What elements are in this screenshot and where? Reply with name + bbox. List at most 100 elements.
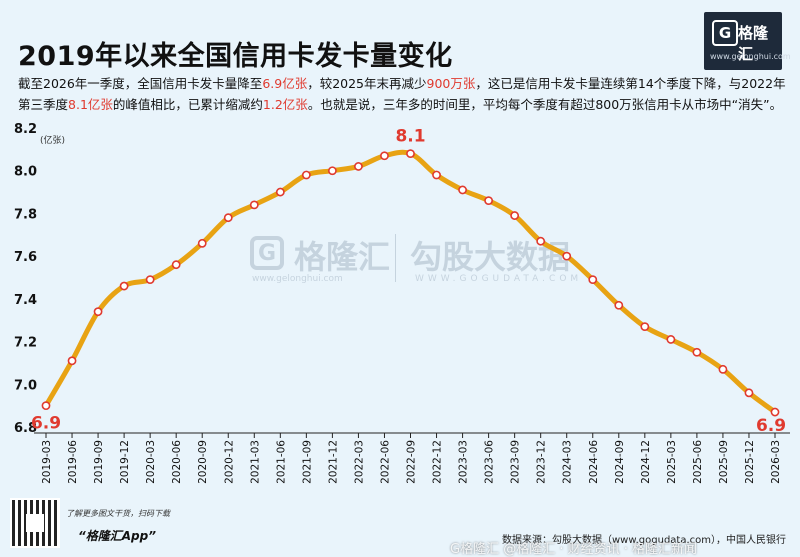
x-tick-label: 2025-03 bbox=[666, 440, 678, 484]
data-point bbox=[562, 251, 572, 261]
x-tick-label: 2021-03 bbox=[249, 440, 261, 484]
y-tick-label: 7.8 bbox=[14, 207, 37, 222]
x-tick-label: 2022-06 bbox=[379, 440, 391, 484]
x-tick-label: 2024-09 bbox=[614, 440, 626, 484]
data-point bbox=[588, 275, 598, 285]
data-point bbox=[770, 407, 780, 417]
x-tick-label: 2019-12 bbox=[119, 440, 131, 484]
x-tick-label: 2023-12 bbox=[536, 440, 548, 484]
desc-text: 截至2026年一季度，全国信用卡发卡量降至 bbox=[18, 76, 263, 91]
annotations: 6.9 8.1 6.9 bbox=[31, 127, 786, 436]
qr-code bbox=[10, 498, 60, 548]
data-point bbox=[171, 260, 181, 270]
desc-highlight: 900万张 bbox=[426, 76, 476, 91]
desc-highlight: 1.2亿张 bbox=[262, 97, 308, 112]
data-point bbox=[41, 401, 51, 411]
series-line bbox=[43, 149, 778, 415]
x-tick-label: 2020-03 bbox=[145, 440, 157, 484]
x-tick-label: 2026-03 bbox=[770, 440, 782, 484]
data-point bbox=[119, 281, 129, 291]
data-point bbox=[718, 364, 728, 374]
series-path bbox=[43, 149, 778, 415]
data-point bbox=[380, 151, 389, 161]
x-tick-label: 2020-06 bbox=[171, 440, 183, 484]
x-axis: 2019-03 2019-06 2019-09 2019-12 2020-03 2020-… bbox=[34, 432, 790, 484]
desc-highlight: 8.1亿张 bbox=[68, 97, 113, 112]
watermark-url-2: WWW.GOGUDATA.COM bbox=[415, 274, 583, 284]
y-tick-label: 7.0 bbox=[14, 378, 37, 393]
data-point bbox=[301, 170, 311, 180]
x-tick-label: 2024-03 bbox=[562, 440, 574, 484]
y-tick-label: 6.8 bbox=[14, 421, 37, 436]
data-point bbox=[510, 211, 520, 220]
x-tick-label: 2019-09 bbox=[93, 440, 105, 484]
data-point bbox=[744, 388, 754, 398]
data-point bbox=[275, 187, 285, 197]
watermark-url: www.gelonghui.com bbox=[252, 274, 343, 284]
data-point bbox=[484, 196, 494, 206]
desc-text: ，这已是信用卡发卡量连续第14个季度下降，与2022年 bbox=[475, 76, 786, 91]
x-tick-label: 2021-09 bbox=[301, 440, 313, 484]
y-axis-label: (亿张) bbox=[40, 134, 65, 146]
data-points bbox=[41, 149, 780, 417]
data-label: 6.9 bbox=[756, 416, 786, 436]
data-point bbox=[432, 170, 441, 180]
desc-text: 。也就是说，三年多的时间里，平均每个季度有超过800万张信用卡从市场中“消失”。 bbox=[307, 97, 783, 112]
y-tick-label: 7.4 bbox=[14, 293, 37, 308]
y-axis: 6.8 7.0 7.2 7.4 7.6 7.8 8.0 8.2(亿张) bbox=[14, 122, 65, 436]
data-point bbox=[458, 185, 467, 195]
x-tick-label: 2021-12 bbox=[327, 440, 339, 484]
y-tick-label: 7.2 bbox=[14, 336, 37, 351]
footer-app-name: “格隆汇App” bbox=[78, 529, 156, 543]
description: 截至2026年一季度，全国信用卡发卡量降至6.9亿张，较2025年末再减少900… bbox=[18, 73, 788, 115]
x-tick-label: 2025-06 bbox=[692, 440, 704, 484]
data-point bbox=[197, 238, 207, 248]
logo-text: 格隆汇 bbox=[738, 24, 769, 63]
x-tick-label: 2025-09 bbox=[718, 440, 730, 484]
data-point bbox=[692, 347, 702, 357]
description-line-1: 截至2026年一季度，全国信用卡发卡量降至6.9亿张，较2025年末再减少900… bbox=[18, 73, 788, 94]
data-point bbox=[406, 149, 415, 159]
x-tick-label: 2020-09 bbox=[197, 440, 209, 484]
desc-text: 第三季度 bbox=[18, 97, 69, 112]
bottom-watermark: G格隆汇 @格隆汇 · 财经资讯 · 格隆汇新闻 bbox=[450, 542, 698, 557]
data-point bbox=[614, 300, 624, 310]
data-label: 8.1 bbox=[395, 127, 425, 147]
data-point bbox=[354, 162, 363, 171]
data-point bbox=[145, 275, 155, 285]
x-tick-label: 2022-12 bbox=[432, 440, 444, 484]
x-tick-label: 2023-06 bbox=[484, 440, 496, 484]
data-source: 数据来源：勾股大数据（www.gogudata.com），中国人民银行 bbox=[502, 535, 787, 546]
x-tick-label: 2023-03 bbox=[458, 440, 470, 484]
data-point bbox=[536, 236, 546, 246]
y-tick-label: 8.2 bbox=[14, 122, 37, 137]
x-tick-label: 2024-06 bbox=[588, 440, 600, 484]
watermark-divider bbox=[395, 234, 396, 282]
brand-logo: G 格隆汇 www.gelonghui.com bbox=[704, 12, 791, 70]
logo-g-icon: G bbox=[712, 20, 738, 46]
desc-highlight: 6.9亿张 bbox=[262, 76, 308, 91]
y-tick-label: 8.0 bbox=[14, 165, 37, 180]
data-point bbox=[223, 213, 233, 223]
x-tick-label: 2023-09 bbox=[510, 440, 522, 484]
x-tick-label: 2020-12 bbox=[223, 440, 235, 484]
x-tick-label: 2022-09 bbox=[406, 440, 418, 484]
x-tick-label: 2021-06 bbox=[275, 440, 287, 484]
data-point bbox=[327, 166, 337, 176]
x-tick-label: 2019-06 bbox=[67, 440, 79, 484]
data-label: 6.9 bbox=[31, 414, 61, 434]
data-point bbox=[249, 200, 259, 210]
page-title: 2019年以来全国信用卡发卡量变化 bbox=[18, 41, 453, 72]
data-point bbox=[93, 307, 103, 317]
logo-url: www.gelonghui.com bbox=[710, 52, 791, 61]
x-tick-label: 2025-12 bbox=[744, 440, 756, 484]
x-tick-label: 2022-03 bbox=[353, 440, 365, 484]
desc-text: 的峰值相比，已累计缩减约 bbox=[112, 97, 263, 112]
data-point bbox=[67, 356, 77, 366]
y-tick-label: 7.6 bbox=[14, 250, 37, 265]
desc-text: ，较2025年末再减少 bbox=[307, 76, 427, 91]
x-tick-label: 2024-12 bbox=[640, 440, 652, 484]
footer-note: 了解更多图文干货，扫码下载 bbox=[66, 509, 170, 518]
watermark-g-icon: G bbox=[250, 236, 284, 270]
